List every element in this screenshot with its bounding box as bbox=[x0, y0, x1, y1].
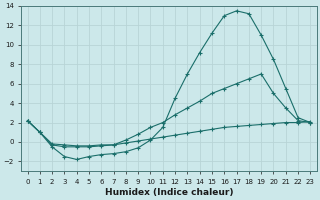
X-axis label: Humidex (Indice chaleur): Humidex (Indice chaleur) bbox=[105, 188, 233, 197]
